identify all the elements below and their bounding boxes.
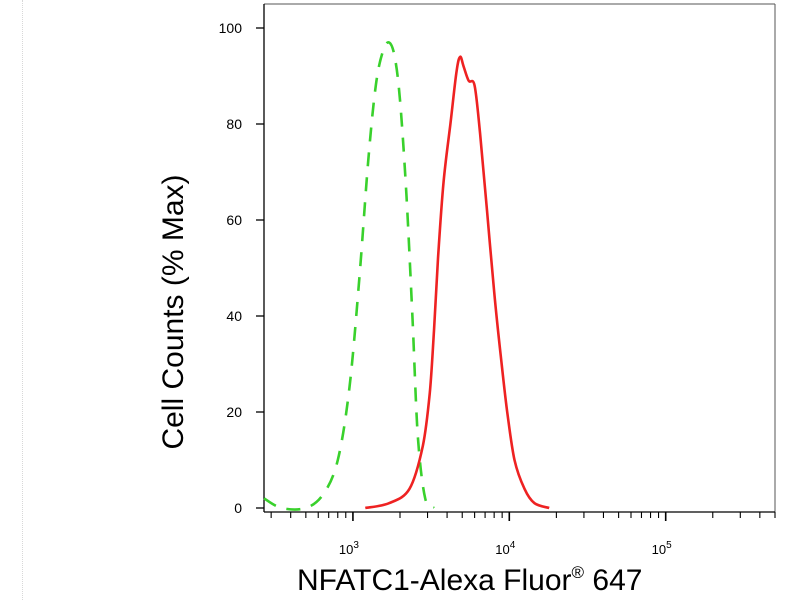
x-tick-label: 105 [652, 540, 672, 557]
y-tick-label: 80 [226, 116, 242, 132]
x-tick-label: 104 [495, 540, 515, 557]
y-tick-label: 40 [226, 308, 242, 324]
x-axis-label: NFATC1-Alexa Fluor® 647 [297, 563, 642, 598]
y-tick-label: 100 [219, 20, 243, 36]
series-line-solid [365, 55, 550, 510]
y-tick-label: 60 [226, 212, 242, 228]
x-axis-label-registered-mark: ® [571, 563, 585, 582]
left-border-line [22, 0, 23, 600]
x-axis-label-text: NFATC1-Alexa Fluor [297, 564, 572, 597]
series-line-dashed [263, 41, 435, 511]
x-tick-label: 103 [339, 540, 359, 557]
x-axis-label-tail: 647 [584, 564, 643, 597]
y-tick-label: 20 [226, 404, 242, 420]
y-axis-label: Cell Counts (% Max) [157, 174, 190, 450]
y-tick-label: 0 [234, 500, 242, 516]
